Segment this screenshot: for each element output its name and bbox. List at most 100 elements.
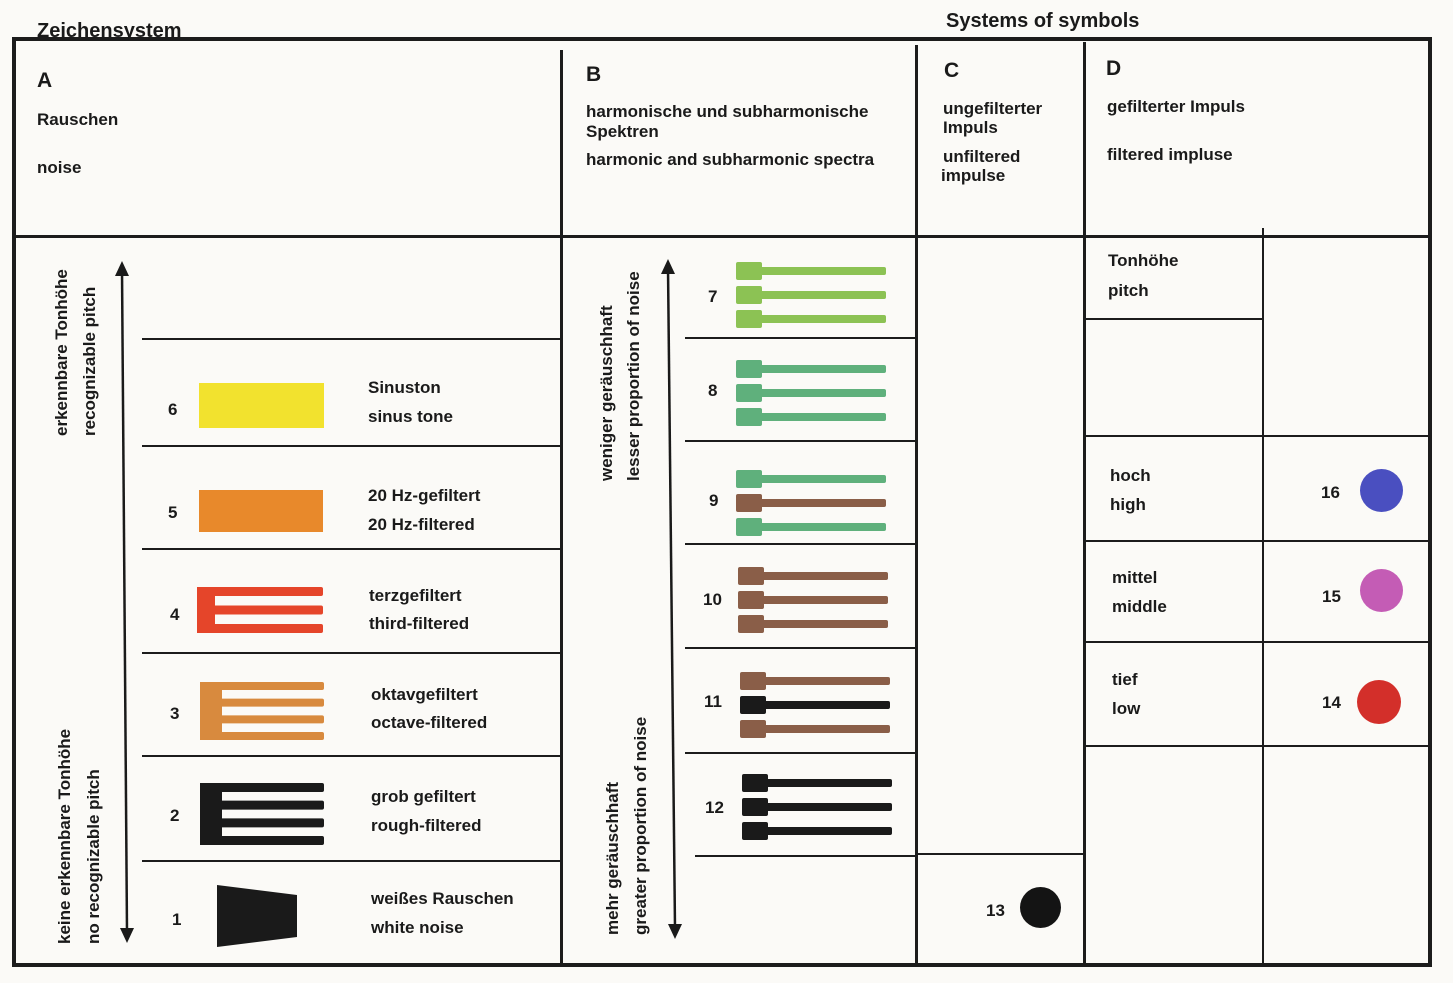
spectrum-bar-head bbox=[742, 822, 768, 840]
row-line-b bbox=[685, 440, 917, 442]
row-label-en: white noise bbox=[371, 918, 464, 937]
row-number: 11 bbox=[704, 692, 722, 711]
spectrum-bar-line bbox=[764, 779, 892, 787]
spectrum-bar-line bbox=[762, 701, 890, 709]
spectrum-symbol bbox=[736, 262, 886, 328]
comb-tooth bbox=[200, 836, 324, 845]
row-number: 16 bbox=[1321, 483, 1340, 502]
axis-b-arrow bbox=[661, 259, 682, 939]
row-line-c bbox=[917, 853, 1085, 855]
spectrum-bar-head bbox=[736, 384, 762, 402]
impulse-number: 13 bbox=[986, 901, 1005, 920]
row-label-de: terzgefiltert bbox=[369, 586, 462, 605]
spectrum-bar-line bbox=[758, 499, 886, 507]
row-line-d bbox=[1086, 745, 1430, 747]
row-number: 12 bbox=[705, 798, 724, 817]
spectrum-bar-line bbox=[758, 315, 886, 323]
title-german: Zeichensystem bbox=[37, 20, 182, 42]
comb-spine bbox=[200, 783, 222, 845]
row-line-a bbox=[142, 548, 562, 550]
spectrum-bar-line bbox=[762, 725, 890, 733]
spectrum-symbol bbox=[738, 567, 888, 633]
spectrum-symbol bbox=[740, 672, 890, 738]
pitch-level-en: low bbox=[1112, 699, 1141, 718]
row-line-a bbox=[142, 338, 562, 340]
rough-filtered-comb-symbol bbox=[200, 783, 324, 845]
row-line-d bbox=[1086, 318, 1264, 320]
row-number: 7 bbox=[708, 287, 718, 306]
comb-tooth bbox=[197, 587, 323, 596]
spectrum-bar-line bbox=[760, 620, 888, 628]
pitch-level-de: tief bbox=[1112, 670, 1138, 689]
row-label-de: weißes Rauschen bbox=[371, 889, 514, 908]
column-a-letter: A bbox=[37, 69, 53, 92]
row-line-b bbox=[685, 647, 917, 649]
row-label-de: oktavgefiltert bbox=[371, 685, 478, 704]
spectrum-bar-line bbox=[758, 267, 886, 275]
spectrum-symbol bbox=[736, 470, 886, 536]
spectrum-bar-line bbox=[760, 596, 888, 604]
divider-c-d bbox=[1083, 42, 1086, 963]
spectrum-bar-line bbox=[758, 523, 886, 531]
third-filtered-comb-symbol bbox=[197, 587, 323, 633]
spectrum-bar-line bbox=[760, 572, 888, 580]
column-a-label-en: noise bbox=[37, 158, 82, 177]
row-line-a bbox=[142, 445, 562, 447]
column-c-label-en-1: unfiltered bbox=[943, 147, 1021, 166]
comb-spine bbox=[200, 682, 222, 740]
unfiltered-impulse-dot bbox=[1020, 887, 1061, 928]
row-line-d bbox=[1086, 641, 1430, 643]
spectrum-bar-head bbox=[736, 262, 762, 280]
spectrum-symbol bbox=[742, 774, 892, 840]
row-line-d bbox=[1086, 435, 1430, 437]
octave-filtered-comb-symbol bbox=[200, 682, 324, 740]
comb-tooth bbox=[200, 698, 324, 707]
pitch-label-en: pitch bbox=[1108, 281, 1149, 300]
header-row-divider bbox=[14, 235, 1430, 238]
comb-tooth bbox=[200, 715, 324, 724]
filtered-20hz-symbol bbox=[199, 490, 323, 532]
row-line-a bbox=[142, 860, 562, 862]
row-number: 1 bbox=[172, 910, 182, 929]
spectrum-bar-head bbox=[738, 591, 764, 609]
comb-tooth bbox=[197, 605, 323, 615]
row-label-en: sinus tone bbox=[368, 407, 454, 426]
row-label-en: 20 Hz-filtered bbox=[368, 515, 475, 534]
comb-tooth bbox=[200, 818, 324, 828]
row-number: 15 bbox=[1322, 587, 1341, 606]
title-english: Systems of symbols bbox=[946, 10, 1140, 32]
spectrum-bar-line bbox=[762, 677, 890, 685]
spectrum-bar-head bbox=[736, 408, 762, 426]
pitch-level-en: high bbox=[1110, 495, 1146, 514]
column-b-label-de-1: harmonische und subharmonische bbox=[586, 102, 869, 121]
column-b-label-en: harmonic and subharmonic spectra bbox=[586, 150, 875, 169]
divider-d-inner bbox=[1262, 228, 1264, 963]
white-noise-trapezoid-symbol bbox=[217, 885, 297, 947]
spectrum-bar-line bbox=[764, 827, 892, 835]
row-number: 4 bbox=[170, 605, 180, 624]
spectrum-bar-head bbox=[736, 360, 762, 378]
spectrum-bar-line bbox=[764, 803, 892, 811]
row-line-a bbox=[142, 755, 562, 757]
row-number: 9 bbox=[709, 491, 719, 510]
column-b-label-de-2: Spektren bbox=[586, 122, 659, 141]
high-impulse-dot bbox=[1360, 469, 1403, 512]
row-line-d bbox=[1086, 540, 1430, 542]
column-c-label-de-2: Impuls bbox=[943, 118, 998, 137]
spectrum-bar-head bbox=[740, 720, 766, 738]
comb-tooth bbox=[200, 732, 324, 740]
spectrum-bar-head bbox=[738, 567, 764, 585]
spectrum-bar-head bbox=[742, 798, 768, 816]
row-number: 8 bbox=[708, 381, 718, 400]
pitch-level-de: hoch bbox=[1110, 466, 1151, 485]
row-number: 14 bbox=[1322, 693, 1341, 712]
row-number: 6 bbox=[168, 400, 178, 419]
spectrum-bar-head bbox=[736, 470, 762, 488]
row-number: 3 bbox=[170, 704, 180, 723]
pitch-level-en: middle bbox=[1112, 597, 1167, 616]
spectrum-bar-line bbox=[758, 389, 886, 397]
spectrum-bar-head bbox=[736, 310, 762, 328]
spectrum-bar-head bbox=[736, 494, 762, 512]
low-impulse-dot bbox=[1357, 680, 1401, 724]
row-number: 5 bbox=[168, 503, 178, 522]
